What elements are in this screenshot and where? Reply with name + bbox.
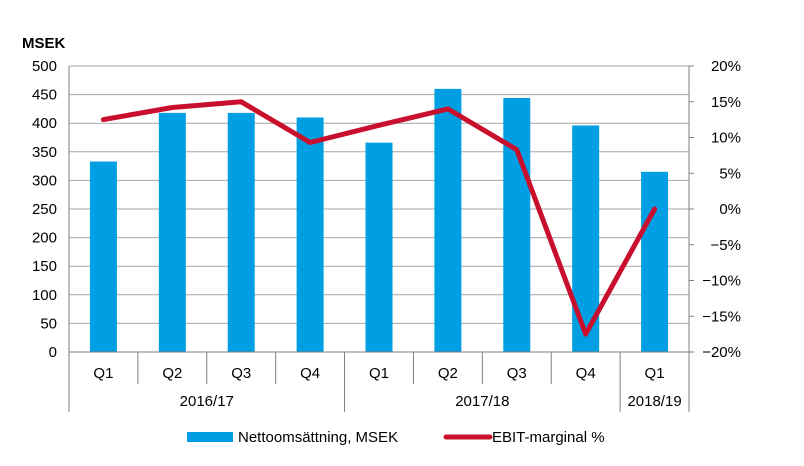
- left-tick-label: 0: [49, 344, 57, 361]
- left-tick-label: 250: [32, 201, 57, 218]
- category-label: Q4: [300, 365, 320, 382]
- bar: [158, 112, 186, 353]
- left-tick-label: 350: [32, 144, 57, 161]
- left-tick-label: 150: [32, 258, 57, 275]
- category-label: Q2: [162, 365, 182, 382]
- legend-bar-label: Nettoomsättning, MSEK: [238, 429, 398, 446]
- bar-series: [89, 88, 669, 353]
- right-tick-label: 0%: [719, 201, 741, 218]
- line-series-path: [100, 99, 658, 337]
- group-label: 2017/18: [455, 393, 509, 410]
- bar: [365, 142, 393, 352]
- category-label: Q3: [507, 365, 527, 382]
- right-tick-label: −5%: [711, 237, 741, 254]
- left-tick-label: 450: [32, 87, 57, 104]
- category-label: Q1: [645, 365, 665, 382]
- group-labels: 2016/17 2017/18 2018/19: [180, 393, 682, 410]
- group-label: 2018/19: [627, 393, 681, 410]
- right-tick-label: −20%: [702, 344, 741, 361]
- bar: [89, 161, 117, 352]
- right-tick-label: 5%: [719, 165, 741, 182]
- category-label: Q1: [369, 365, 389, 382]
- left-tick-label: 400: [32, 115, 57, 132]
- bar: [641, 171, 669, 352]
- left-tick-label: 200: [32, 230, 57, 247]
- left-tick-label: 50: [40, 315, 57, 332]
- left-axis-unit: MSEK: [22, 35, 66, 52]
- right-tick-label: −15%: [702, 308, 741, 325]
- category-labels: Q1 Q2 Q3 Q4 Q1 Q2 Q3 Q4 Q1: [93, 365, 664, 382]
- bar: [296, 117, 324, 352]
- legend-line-label: EBIT-marginal %: [492, 429, 605, 446]
- axes: [68, 65, 694, 412]
- right-tick-label: 10%: [711, 130, 741, 147]
- category-label: Q3: [231, 365, 251, 382]
- category-label: Q1: [93, 365, 113, 382]
- legend-bar-swatch: [187, 432, 233, 442]
- left-tick-label: 300: [32, 172, 57, 189]
- group-label: 2016/17: [180, 393, 234, 410]
- bar: [227, 112, 255, 353]
- left-axis-ticks: 0 50 100 150 200 250 300 350 400 450 500: [32, 58, 57, 361]
- bar: [434, 88, 462, 352]
- line-series: [100, 99, 658, 337]
- right-axis-ticks: −20% −15% −10% −5% 0% 5% 10% 15% 20%: [702, 58, 741, 361]
- left-tick-label: 500: [32, 58, 57, 75]
- left-tick-label: 100: [32, 287, 57, 304]
- category-label: Q4: [576, 365, 596, 382]
- right-tick-label: −10%: [702, 273, 741, 290]
- category-label: Q2: [438, 365, 458, 382]
- right-tick-label: 15%: [711, 94, 741, 111]
- bar: [503, 98, 531, 352]
- right-tick-label: 20%: [711, 58, 741, 75]
- legend: Nettoomsättning, MSEK EBIT-marginal %: [187, 429, 605, 446]
